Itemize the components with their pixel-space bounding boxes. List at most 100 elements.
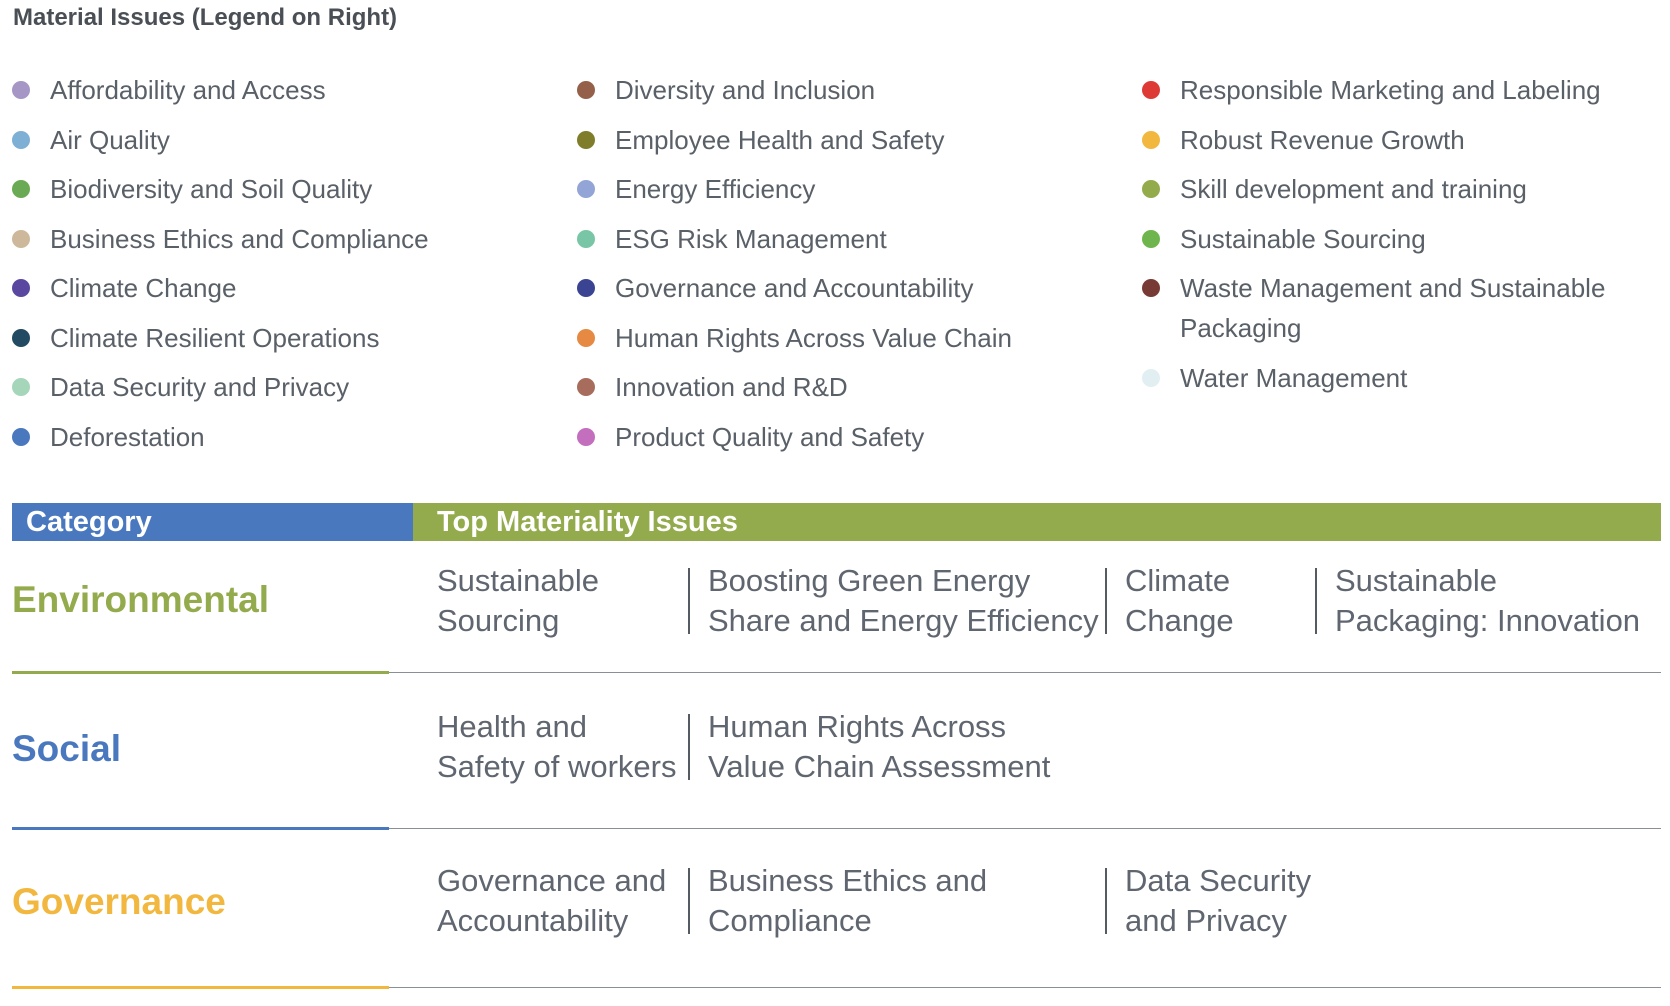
issue-line: Business Ethics and (708, 863, 988, 898)
legend-label: Air Quality (50, 124, 170, 155)
legend-item: Robust Revenue Growth (1142, 120, 1662, 160)
issue-line: Sustainable (437, 563, 600, 598)
legend-dot-icon (577, 229, 595, 248)
legend-label: Employee Health and Safety (615, 124, 945, 155)
legend-label: Diversity and Inclusion (615, 75, 876, 105)
row-divider (389, 828, 1661, 829)
legend-label: Business Ethics and Compliance (50, 223, 429, 254)
legend-label: Energy Efficiency (615, 174, 816, 204)
legend-label-line: Waste Management and Sustainable (1180, 273, 1606, 303)
legend-dot-icon (1142, 130, 1160, 149)
legend-label: Water Management (1180, 362, 1408, 393)
row-divider (389, 987, 1661, 988)
category-underline (12, 671, 389, 674)
issue-separator (1105, 568, 1107, 634)
legend-dot-icon (12, 427, 30, 446)
legend-dot-icon (1142, 368, 1160, 387)
legend-label: Data Security and Privacy (50, 372, 350, 402)
legend-label: Innovation and R&D (615, 372, 848, 402)
legend-dot-icon (12, 279, 30, 297)
legend-item: Sustainable Sourcing (1142, 219, 1662, 259)
materiality-table: Category Top Materiality Issues Environm… (12, 503, 1661, 989)
row-divider (389, 672, 1661, 673)
issue-line: Human Rights Across (708, 709, 1007, 744)
legend-dot-icon (577, 279, 595, 297)
table-row-environmental: Environmental Sustainable Sourcing Boosti… (12, 541, 1661, 691)
legend-dot-icon (577, 81, 595, 99)
legend-column-1: Affordability and Access Air Quality Bio… (12, 70, 532, 466)
legend-dot-icon (1142, 279, 1160, 297)
legend-item: Affordability and Access (12, 70, 532, 110)
legend-item: Climate Change (12, 268, 532, 308)
issue-line: Packaging: Innovation (1335, 603, 1641, 638)
category-underline (12, 827, 389, 830)
issue-separator (688, 868, 690, 934)
issue-cell: Sustainable Packaging: Innovation (1335, 561, 1640, 641)
legend-dot-icon (12, 81, 30, 99)
issue-line: Compliance (708, 903, 872, 938)
legend-item: Business Ethics and Compliance (12, 219, 532, 259)
table-row-governance: Governance Governance and Accountability … (12, 846, 1661, 1006)
legend-label: Governance and Accountability (615, 273, 974, 303)
legend-label: Deforestation (50, 421, 205, 452)
legend-item: Skill development and training (1142, 169, 1662, 209)
legend-item: Biodiversity and Soil Quality (12, 169, 532, 209)
legend-item: Innovation and R&D (577, 367, 1097, 407)
legend-dot-icon (1142, 229, 1160, 248)
legend-dot-icon (577, 180, 595, 198)
issue-line: Value Chain Assessment (708, 749, 1051, 784)
legend-item: Governance and Accountability (577, 268, 1097, 308)
legend-dot-icon (12, 180, 30, 198)
issue-separator (688, 714, 690, 780)
legend-column-2: Diversity and Inclusion Employee Health … (577, 70, 1097, 466)
issue-line: Sustainable (1335, 563, 1498, 598)
legend-item: Responsible Marketing and Labeling (1142, 70, 1662, 110)
legend-item: Water Management (1142, 358, 1662, 398)
issue-line: Change (1125, 603, 1234, 638)
legend-dot-icon (577, 378, 595, 396)
table-row-social: Social Health and Safety of workers Human… (12, 691, 1661, 846)
legend-label: Skill development and training (1180, 174, 1527, 204)
legend-item: Deforestation (12, 417, 532, 457)
issue-cell: Health and Safety of workers (437, 707, 676, 787)
issue-separator (1105, 868, 1107, 934)
legend-item: ESG Risk Management (577, 219, 1097, 259)
legend-dot-icon (577, 130, 595, 149)
issue-cell: Climate Change (1125, 561, 1234, 641)
legend-item: Data Security and Privacy (12, 367, 532, 407)
issue-line: and Privacy (1125, 903, 1287, 938)
category-label: Governance (12, 881, 226, 922)
issue-line: Sourcing (437, 603, 560, 638)
legend-dot-icon (12, 378, 30, 396)
legend-label: Affordability and Access (50, 75, 326, 105)
legend-label: Waste Management and Sustainable Packagin… (1180, 268, 1662, 348)
legend-item: Energy Efficiency (577, 169, 1097, 209)
page-title: Material Issues (Legend on Right) (13, 4, 398, 31)
issue-line: Share and Energy Efficiency (708, 603, 1099, 638)
legend-label: Biodiversity and Soil Quality (50, 174, 373, 204)
legend-column-3: Responsible Marketing and Labeling Robus… (1142, 70, 1662, 407)
header-top-issues: Top Materiality Issues (413, 503, 1661, 541)
legend-dot-icon (12, 229, 30, 248)
legend-dot-icon (577, 427, 595, 446)
legend-item: Air Quality (12, 120, 532, 160)
issue-cell: Governance and Accountability (437, 861, 666, 941)
legend-label: Sustainable Sourcing (1180, 223, 1426, 254)
legend-label: Product Quality and Safety (615, 421, 925, 452)
issue-line: Boosting Green Energy (708, 563, 1031, 598)
legend-label: Human Rights Across Value Chain (615, 322, 1012, 353)
issue-line: Safety of workers (437, 749, 677, 784)
category-label: Social (12, 728, 121, 769)
legend-dot-icon (12, 130, 30, 149)
issue-separator (1315, 568, 1317, 634)
legend-label: Climate Resilient Operations (50, 322, 380, 353)
issue-line: Accountability (437, 903, 629, 938)
issue-cell: Business Ethics and Compliance (708, 861, 987, 941)
issue-cell: Sustainable Sourcing (437, 561, 599, 641)
legend-item: Employee Health and Safety (577, 120, 1097, 160)
issue-line: Data Security (1125, 863, 1312, 898)
legend-dot-icon (577, 328, 595, 347)
legend-label-line: Packaging (1180, 313, 1302, 343)
legend-label: Responsible Marketing and Labeling (1180, 75, 1601, 105)
legend-item: Diversity and Inclusion (577, 70, 1097, 110)
